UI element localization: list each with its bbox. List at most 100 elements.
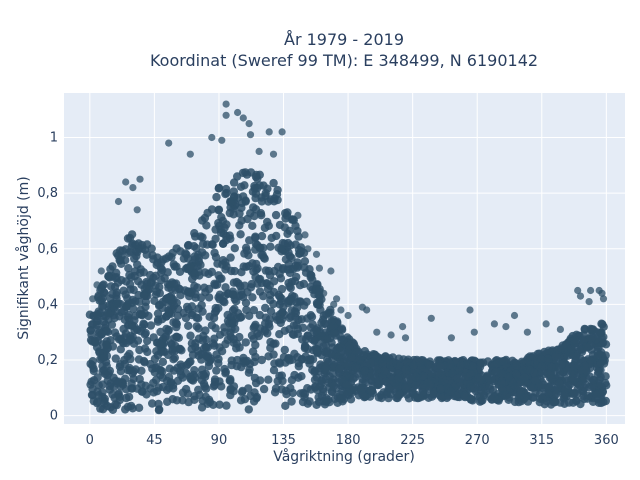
data-point — [512, 369, 521, 379]
data-point — [190, 366, 199, 375]
data-point — [127, 335, 136, 344]
data-point — [329, 329, 338, 338]
data-point — [249, 267, 258, 276]
data-point — [94, 391, 104, 400]
data-point — [119, 338, 128, 348]
data-point — [266, 242, 275, 251]
data-point — [315, 264, 323, 272]
data-point — [239, 114, 247, 122]
y-tick-label: 0,8 — [37, 186, 58, 201]
data-point — [244, 405, 253, 414]
data-point — [186, 150, 194, 158]
data-point — [418, 388, 427, 397]
data-point — [304, 245, 312, 253]
data-point — [560, 390, 569, 399]
data-point — [333, 295, 341, 303]
data-point — [550, 348, 559, 358]
data-point — [476, 358, 485, 367]
data-point — [436, 362, 445, 371]
data-point — [282, 211, 292, 220]
data-point — [251, 320, 260, 329]
data-point — [241, 298, 251, 307]
data-point — [510, 382, 520, 391]
data-point — [411, 393, 420, 402]
data-point — [589, 375, 598, 385]
data-point — [194, 267, 203, 276]
data-point — [330, 300, 338, 308]
data-point — [135, 345, 144, 355]
data-point — [121, 329, 131, 338]
data-point — [366, 358, 376, 368]
data-point — [191, 232, 200, 241]
data-point — [222, 111, 230, 119]
data-point — [556, 325, 565, 333]
data-point — [89, 376, 99, 385]
data-point — [133, 336, 143, 345]
data-point — [466, 382, 475, 391]
data-point — [278, 376, 287, 386]
data-point — [149, 388, 158, 397]
data-point — [329, 381, 338, 391]
data-point — [516, 390, 525, 399]
data-point — [319, 342, 328, 351]
data-point — [437, 369, 446, 379]
data-point — [569, 389, 578, 399]
data-point — [215, 400, 224, 409]
data-point — [92, 320, 102, 330]
data-point — [411, 372, 421, 382]
data-point — [124, 264, 133, 273]
data-point — [289, 264, 298, 274]
data-point — [213, 259, 222, 268]
data-point — [140, 358, 149, 367]
data-point — [251, 193, 260, 203]
data-point — [245, 311, 254, 320]
data-point — [139, 319, 148, 328]
data-point — [186, 262, 195, 272]
data-point — [277, 247, 286, 256]
data-point — [215, 295, 224, 304]
data-point — [335, 364, 344, 373]
data-point — [248, 347, 258, 356]
data-point — [250, 357, 259, 367]
x-tick-label: 135 — [271, 433, 296, 448]
data-point — [399, 323, 407, 331]
data-point — [578, 376, 588, 385]
data-point — [387, 331, 395, 339]
data-point — [446, 387, 455, 396]
data-point — [351, 363, 360, 372]
data-point — [280, 345, 289, 355]
data-point — [95, 348, 104, 357]
data-point — [221, 339, 230, 349]
data-point — [136, 327, 145, 336]
data-point — [133, 206, 141, 214]
data-point — [394, 391, 403, 400]
data-point — [317, 332, 327, 341]
data-point — [339, 335, 348, 345]
data-point — [202, 352, 211, 361]
data-point — [165, 139, 173, 147]
data-point — [148, 399, 157, 408]
data-point — [186, 372, 195, 382]
data-point — [311, 382, 320, 391]
data-point — [277, 385, 286, 394]
data-point — [520, 373, 529, 382]
data-point — [473, 391, 483, 401]
data-point — [466, 306, 474, 314]
data-point — [239, 192, 248, 201]
data-point — [222, 100, 230, 108]
data-point — [310, 375, 320, 384]
data-point — [147, 278, 156, 287]
data-point — [436, 384, 446, 394]
data-point — [321, 374, 331, 384]
data-point — [248, 293, 257, 302]
data-point — [158, 357, 168, 367]
data-point — [537, 355, 546, 364]
data-point — [580, 324, 589, 334]
x-axis-title: Vågriktning (grader) — [273, 448, 415, 465]
data-point — [184, 321, 193, 330]
data-point — [245, 120, 253, 128]
data-point — [232, 339, 241, 348]
data-point — [181, 384, 191, 394]
data-point — [378, 357, 387, 367]
data-point — [251, 233, 260, 242]
